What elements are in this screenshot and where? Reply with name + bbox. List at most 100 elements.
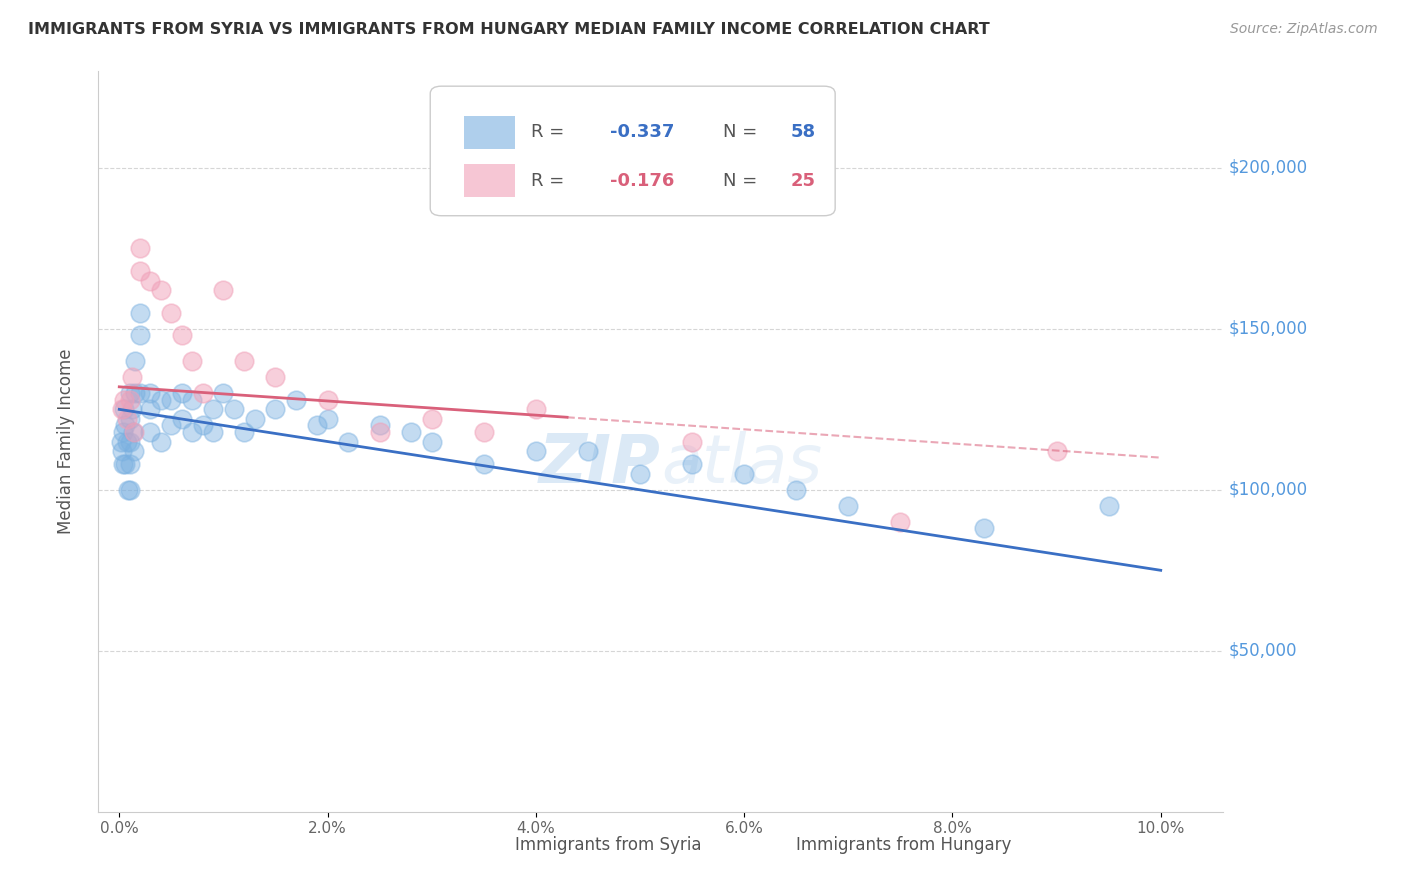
Point	[118, 457, 141, 471]
Point	[191, 386, 214, 401]
Text: 25: 25	[790, 171, 815, 190]
Point	[115, 434, 138, 449]
Point	[118, 434, 141, 449]
Point	[121, 370, 143, 384]
Text: $150,000: $150,000	[1229, 320, 1308, 338]
Point	[233, 354, 256, 368]
Point	[112, 457, 135, 471]
Point	[114, 392, 136, 407]
Point	[307, 418, 329, 433]
Text: -0.176: -0.176	[610, 171, 675, 190]
Point	[149, 392, 172, 407]
FancyBboxPatch shape	[464, 164, 515, 197]
Point	[524, 444, 547, 458]
Point	[681, 434, 703, 449]
Point	[1045, 444, 1067, 458]
Point	[201, 402, 224, 417]
Point	[524, 402, 547, 417]
FancyBboxPatch shape	[458, 831, 503, 860]
Point	[112, 425, 135, 439]
Point	[170, 386, 193, 401]
Point	[129, 306, 152, 320]
Text: -0.337: -0.337	[610, 123, 675, 142]
FancyBboxPatch shape	[464, 116, 515, 149]
Point	[129, 264, 152, 278]
Point	[472, 457, 495, 471]
Point	[121, 402, 143, 417]
Point	[337, 434, 360, 449]
Point	[181, 354, 204, 368]
Point	[368, 425, 391, 439]
Point	[212, 386, 235, 401]
Point	[124, 354, 146, 368]
Point	[285, 392, 308, 407]
Point	[264, 402, 287, 417]
Point	[114, 402, 136, 417]
Text: ZIP: ZIP	[538, 431, 661, 497]
Text: IMMIGRANTS FROM SYRIA VS IMMIGRANTS FROM HUNGARY MEDIAN FAMILY INCOME CORRELATIO: IMMIGRANTS FROM SYRIA VS IMMIGRANTS FROM…	[28, 22, 990, 37]
Point	[576, 444, 599, 458]
Text: R =: R =	[531, 171, 571, 190]
Point	[212, 283, 235, 297]
Point	[201, 425, 224, 439]
Point	[124, 386, 146, 401]
Text: N =: N =	[723, 123, 762, 142]
Point	[628, 467, 651, 481]
Point	[264, 370, 287, 384]
Point	[114, 418, 136, 433]
Text: N =: N =	[723, 171, 762, 190]
Point	[889, 515, 911, 529]
Text: $100,000: $100,000	[1229, 481, 1308, 499]
Y-axis label: Median Family Income: Median Family Income	[56, 349, 75, 534]
Point	[122, 444, 145, 458]
Point	[111, 444, 134, 458]
Text: atlas: atlas	[661, 431, 823, 497]
Point	[316, 412, 339, 426]
Text: Source: ZipAtlas.com: Source: ZipAtlas.com	[1230, 22, 1378, 37]
Point	[118, 483, 141, 497]
Point	[117, 483, 139, 497]
Point	[420, 412, 443, 426]
Point	[243, 412, 266, 426]
Point	[118, 412, 141, 426]
Point	[681, 457, 703, 471]
Point	[139, 402, 162, 417]
Point	[115, 412, 138, 426]
Point	[122, 425, 145, 439]
Point	[118, 392, 141, 407]
Point	[191, 418, 214, 433]
Point	[110, 434, 132, 449]
Point	[129, 386, 152, 401]
Point	[129, 328, 152, 343]
Point	[160, 306, 183, 320]
Point	[139, 386, 162, 401]
Point	[160, 392, 183, 407]
Point	[170, 412, 193, 426]
Point	[837, 499, 859, 513]
Point	[170, 328, 193, 343]
Point	[420, 434, 443, 449]
Point	[1098, 499, 1121, 513]
Text: R =: R =	[531, 123, 571, 142]
Point	[233, 425, 256, 439]
Text: Immigrants from Syria: Immigrants from Syria	[515, 836, 702, 854]
Point	[139, 425, 162, 439]
Point	[316, 392, 339, 407]
Point	[129, 241, 152, 255]
Point	[222, 402, 245, 417]
Point	[160, 418, 183, 433]
Text: Immigrants from Hungary: Immigrants from Hungary	[796, 836, 1011, 854]
FancyBboxPatch shape	[740, 831, 785, 860]
Point	[181, 392, 204, 407]
Point	[149, 283, 172, 297]
Point	[472, 425, 495, 439]
FancyBboxPatch shape	[430, 87, 835, 216]
Point	[733, 467, 755, 481]
Point	[121, 425, 143, 439]
Text: $50,000: $50,000	[1229, 641, 1298, 660]
Point	[181, 425, 204, 439]
Point	[114, 457, 136, 471]
Text: 58: 58	[790, 123, 815, 142]
Point	[111, 402, 134, 417]
Point	[118, 386, 141, 401]
